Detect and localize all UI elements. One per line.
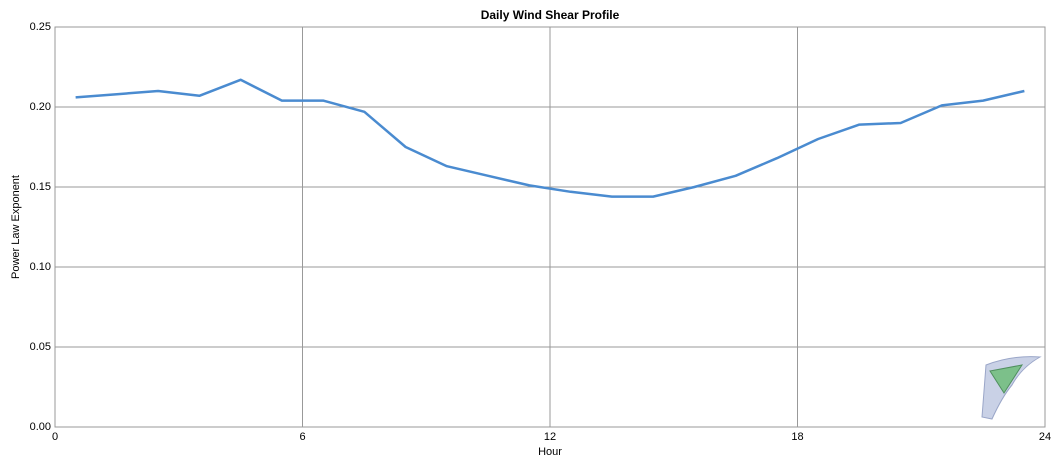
chart-title: Daily Wind Shear Profile bbox=[481, 8, 620, 22]
x-tick-label: 6 bbox=[299, 431, 305, 443]
x-tick-label: 18 bbox=[791, 431, 803, 443]
logo bbox=[981, 356, 1042, 420]
y-tick-label: 0.10 bbox=[30, 261, 51, 273]
y-tick-label: 0.20 bbox=[30, 101, 51, 113]
y-axis-label: Power Law Exponent bbox=[10, 175, 22, 279]
y-tick-label: 0.05 bbox=[30, 341, 51, 353]
x-tick-label: 24 bbox=[1039, 431, 1051, 443]
y-tick-label: 0.15 bbox=[30, 181, 51, 193]
x-axis-label: Hour bbox=[538, 446, 562, 458]
data-line bbox=[75, 78, 1025, 198]
x-tick-label: 12 bbox=[544, 431, 556, 443]
y-tick-label: 0.00 bbox=[30, 421, 51, 433]
x-tick-label: 0 bbox=[52, 431, 58, 443]
y-tick-label: 0.25 bbox=[30, 21, 51, 33]
